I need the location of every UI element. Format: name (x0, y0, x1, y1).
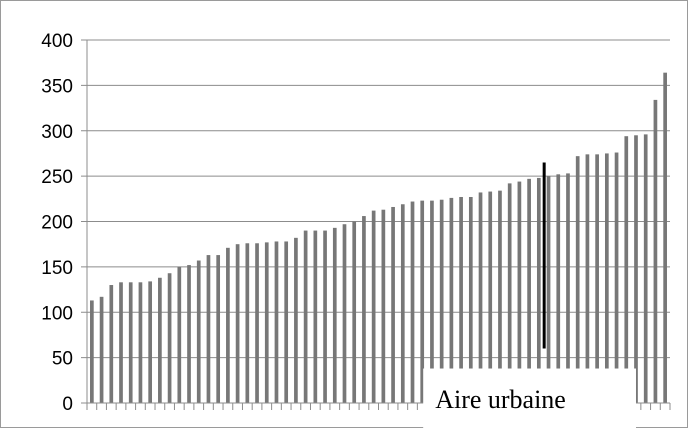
bar (264, 242, 269, 403)
bar (206, 255, 211, 403)
annotation-background (423, 368, 636, 428)
bar (323, 230, 327, 403)
bar (313, 230, 318, 403)
bar (371, 210, 376, 403)
bar (167, 273, 172, 403)
bar (148, 281, 153, 403)
bar (274, 241, 279, 403)
bar (332, 227, 337, 403)
bar (381, 209, 386, 403)
bar (643, 134, 648, 403)
bar (663, 72, 667, 404)
bar (614, 152, 619, 403)
bar (624, 136, 629, 403)
bar (478, 192, 483, 403)
bar (196, 260, 201, 403)
y-tick-label: 100 (41, 303, 73, 324)
bar (245, 243, 250, 403)
bar (362, 216, 366, 403)
bar (459, 196, 463, 403)
bar (595, 154, 599, 403)
bar (498, 190, 502, 403)
bar (342, 224, 347, 403)
y-tick-label: 150 (41, 258, 73, 279)
bar (99, 296, 104, 403)
y-tick-label: 0 (62, 394, 73, 415)
bar (556, 174, 561, 403)
bar (468, 196, 473, 403)
bar (158, 277, 162, 403)
bar (138, 282, 143, 403)
bar (352, 221, 357, 403)
bar (488, 191, 493, 403)
bar (109, 285, 114, 403)
bar (585, 154, 590, 403)
bars (90, 72, 667, 404)
bar (527, 178, 531, 403)
bar (634, 135, 638, 403)
bar (187, 265, 191, 403)
bar (226, 247, 230, 403)
bar (294, 237, 298, 403)
y-tick-label: 50 (52, 349, 73, 370)
bar (420, 200, 425, 403)
bar (517, 181, 522, 403)
bar (177, 266, 182, 403)
y-tick-label: 350 (41, 76, 73, 97)
bar (303, 230, 308, 403)
y-tick-label: 400 (41, 31, 73, 52)
bar (410, 201, 415, 403)
y-tick-label: 200 (41, 213, 73, 234)
bar (430, 200, 434, 403)
bar (255, 243, 259, 403)
bar (119, 282, 123, 403)
bar (449, 197, 454, 403)
bar (284, 241, 289, 403)
bar (507, 183, 512, 403)
bar (439, 199, 444, 403)
bar (235, 244, 240, 403)
bar (400, 204, 405, 403)
bar (575, 156, 580, 403)
y-tick-label: 250 (41, 167, 73, 188)
bar (604, 153, 609, 403)
bar (216, 255, 221, 403)
y-axis: 0 50 100 150 200 250 300 350 400 (41, 31, 88, 415)
bar (546, 176, 551, 403)
bar (536, 177, 541, 403)
bar (90, 300, 94, 403)
bar (566, 173, 570, 403)
bar (391, 206, 395, 403)
bar (653, 99, 658, 404)
annotation-label: Aire urbaine (435, 385, 566, 414)
bar (128, 282, 133, 403)
y-tick-label: 300 (41, 122, 73, 143)
